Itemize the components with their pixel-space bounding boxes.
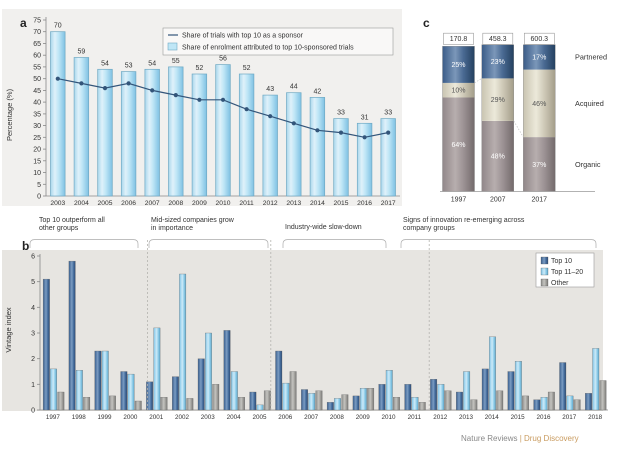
svg-text:2015: 2015 <box>511 414 526 421</box>
svg-text:6: 6 <box>31 254 35 261</box>
svg-text:2002: 2002 <box>175 414 190 421</box>
svg-text:2016: 2016 <box>536 414 551 421</box>
svg-text:1: 1 <box>31 382 35 389</box>
svg-text:2001: 2001 <box>149 414 164 421</box>
svg-text:2003: 2003 <box>201 414 216 421</box>
svg-text:Top 10: Top 10 <box>551 258 572 265</box>
svg-text:Vintage index: Vintage index <box>4 307 13 353</box>
svg-text:0: 0 <box>31 408 35 415</box>
svg-text:1997: 1997 <box>46 414 61 421</box>
svg-text:2: 2 <box>31 356 35 363</box>
svg-text:2012: 2012 <box>433 414 448 421</box>
svg-text:Other: Other <box>551 280 569 287</box>
svg-text:2017: 2017 <box>562 414 577 421</box>
svg-text:b: b <box>22 239 29 253</box>
svg-text:1998: 1998 <box>72 414 87 421</box>
svg-text:3: 3 <box>31 331 35 338</box>
svg-text:2014: 2014 <box>485 414 500 421</box>
svg-text:2018: 2018 <box>588 414 603 421</box>
svg-text:5: 5 <box>31 279 35 286</box>
svg-text:4: 4 <box>31 305 35 312</box>
svg-text:2007: 2007 <box>304 414 319 421</box>
svg-text:2013: 2013 <box>459 414 474 421</box>
svg-text:2010: 2010 <box>381 414 396 421</box>
svg-text:2006: 2006 <box>278 414 293 421</box>
svg-text:2011: 2011 <box>408 414 422 421</box>
svg-text:2009: 2009 <box>356 414 371 421</box>
svg-text:2008: 2008 <box>330 414 345 421</box>
svg-text:2004: 2004 <box>227 414 242 421</box>
svg-text:1999: 1999 <box>97 414 112 421</box>
svg-text:2005: 2005 <box>252 414 267 421</box>
svg-text:Top 11–20: Top 11–20 <box>551 269 583 276</box>
svg-text:2000: 2000 <box>123 414 138 421</box>
